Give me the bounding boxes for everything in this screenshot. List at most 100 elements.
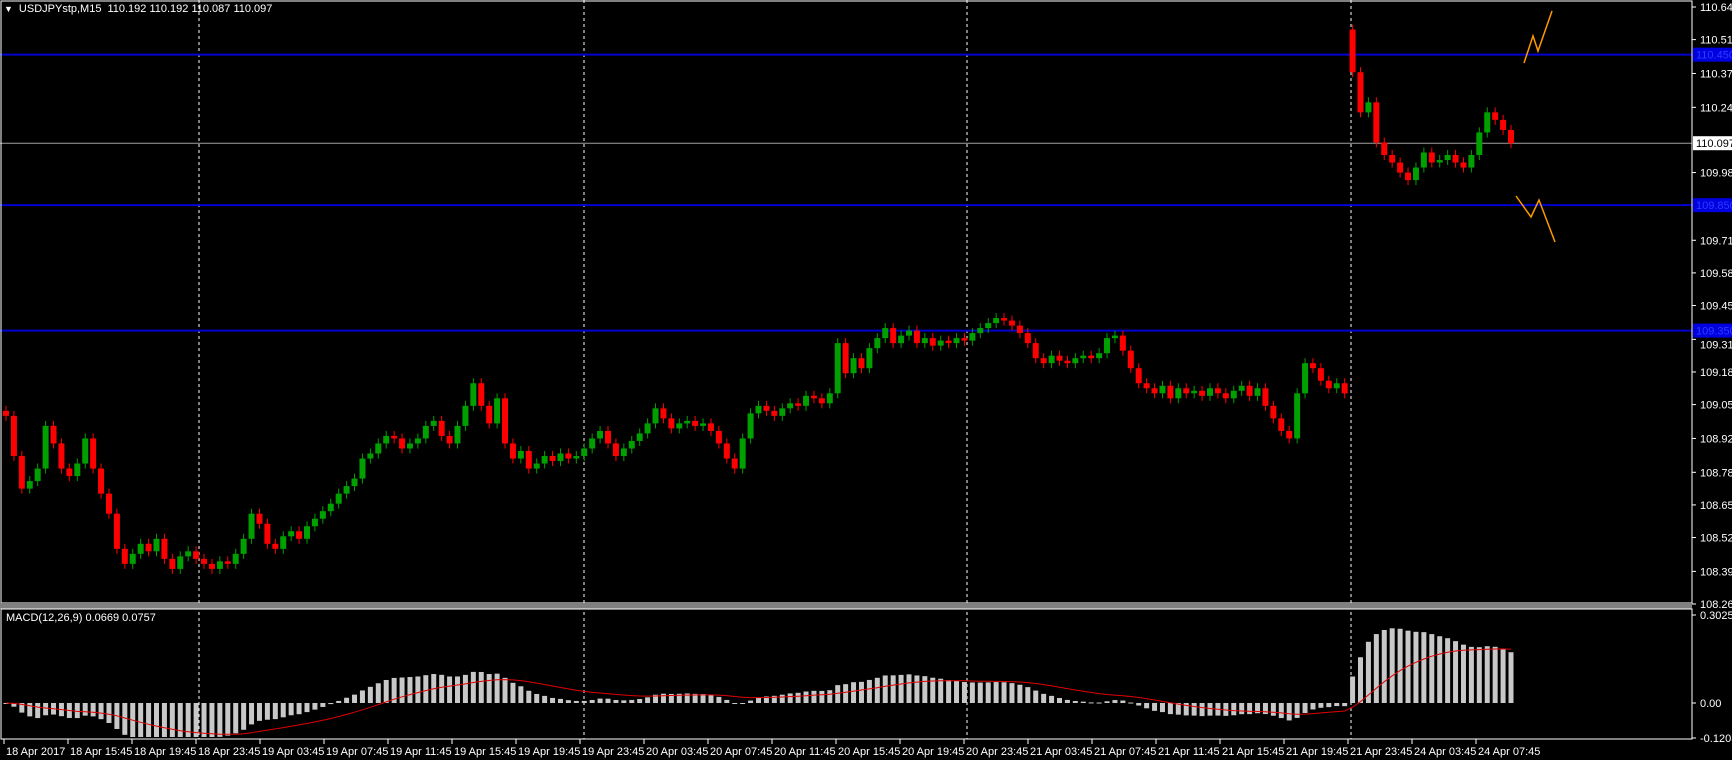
- time-tick-label: 19 Apr 11:45: [390, 746, 452, 758]
- macd-histogram-bar: [1429, 634, 1435, 703]
- time-axis[interactable]: 18 Apr 2017 18 Apr 15:45 18 Apr 19:45 18 Ap…: [3, 739, 1540, 758]
- time-tick-label: 21 Apr 07:45: [1094, 746, 1156, 758]
- macd-histogram-bar: [74, 703, 80, 719]
- candle-body: [1191, 390, 1198, 394]
- candle-body: [1254, 388, 1261, 396]
- macd-histogram-bar: [328, 703, 334, 705]
- candle-body: [779, 408, 786, 416]
- candle-body: [1167, 385, 1174, 399]
- macd-histogram-bar: [1365, 641, 1371, 703]
- zigzag-up-drawing[interactable]: [1523, 10, 1553, 64]
- price-tick-label: 109.580: [1700, 268, 1732, 280]
- level-price-badge: [1693, 47, 1732, 62]
- macd-histogram-bar: [375, 683, 381, 703]
- candle-body: [818, 398, 825, 404]
- time-tick-label: 21 Apr 19:45: [1286, 746, 1348, 758]
- price-axis[interactable]: 110.640 110.510 110.375 110.240 109.980 109.7…: [1692, 2, 1732, 611]
- panel-separator[interactable]: [0, 603, 1692, 609]
- candle-body: [1214, 388, 1221, 394]
- candle-body: [74, 463, 81, 477]
- candle-body: [676, 423, 683, 429]
- macd-tick-label: 0.00: [1700, 698, 1721, 710]
- macd-histogram-bar: [676, 693, 682, 703]
- candle-body: [628, 440, 635, 449]
- candle-body: [763, 405, 770, 411]
- candle-body: [1294, 393, 1301, 439]
- candle-body: [605, 430, 611, 444]
- macd-histogram-bar: [787, 693, 793, 703]
- macd-histogram-bar: [288, 703, 294, 716]
- candle-body: [319, 511, 326, 519]
- macd-histogram-bar: [890, 675, 896, 703]
- macd-histogram-bar: [1064, 699, 1070, 703]
- candle-body: [961, 338, 968, 341]
- macd-histogram-bar: [1247, 703, 1253, 715]
- macd-histogram-bar: [692, 693, 698, 703]
- candle-body: [224, 561, 231, 564]
- candle-body: [525, 450, 532, 469]
- macd-histogram-bar: [1144, 703, 1150, 709]
- time-tick-label: 19 Apr 03:45: [262, 746, 324, 758]
- macd-histogram-bar: [1041, 693, 1047, 703]
- candle-body: [327, 503, 334, 512]
- level-price-label: 109.350: [1696, 326, 1732, 338]
- candle-body: [1468, 154, 1475, 168]
- macd-histogram-bar: [502, 677, 508, 703]
- candle-body: [185, 551, 192, 557]
- horizontal-levels[interactable]: [0, 53, 1692, 332]
- triangle-down-icon[interactable]: ▼: [4, 4, 13, 14]
- candle-body: [193, 551, 200, 559]
- macd-histogram-bar: [241, 703, 247, 730]
- candle-body: [1207, 388, 1213, 396]
- candle-body: [406, 443, 413, 449]
- zigzag-down-drawing[interactable]: [1515, 195, 1556, 243]
- candle-body: [486, 405, 493, 424]
- candle-body: [1199, 390, 1206, 396]
- level-price-label: 110.450: [1696, 50, 1732, 62]
- candle-body: [1088, 355, 1095, 359]
- candle-body: [10, 415, 17, 457]
- macd-histogram-bar: [296, 703, 302, 715]
- candle-body: [82, 438, 89, 464]
- macd-histogram-bar: [740, 703, 746, 704]
- macd-histogram-bar: [138, 703, 144, 737]
- macd-histogram-bar: [518, 686, 524, 703]
- candle-body: [1357, 72, 1364, 113]
- candle-body: [541, 456, 548, 464]
- macd-histogram-bar: [1088, 702, 1094, 704]
- macd-histogram-bar: [1231, 703, 1237, 716]
- macd-histogram-bar: [415, 676, 421, 703]
- macd-histogram-bar: [1049, 695, 1055, 703]
- candle-body: [795, 403, 802, 406]
- time-tick-label: 21 Apr 11:45: [1158, 746, 1220, 758]
- candle-body: [597, 430, 604, 439]
- macd-histogram-bar: [621, 700, 627, 703]
- macd-histogram-bar: [898, 674, 904, 703]
- candle-body: [937, 340, 944, 346]
- macd-histogram-bar: [550, 697, 556, 703]
- candle-body: [462, 405, 469, 426]
- macd-histogram-bar: [1476, 647, 1482, 703]
- chart-frame: [0, 0, 1693, 740]
- candle-body: [787, 403, 794, 409]
- candle-body: [755, 405, 762, 414]
- time-tick-label: 20 Apr 11:45: [774, 746, 836, 758]
- candle-body: [842, 343, 849, 374]
- macd-histogram-bar: [510, 682, 516, 703]
- macd-signal-line: [5, 648, 1512, 735]
- candle-body: [929, 338, 936, 346]
- candle-body: [232, 553, 239, 564]
- candle-body: [42, 425, 49, 469]
- macd-histogram-bar: [557, 698, 563, 703]
- candle-body: [898, 335, 905, 344]
- macd-histogram-bar: [1080, 701, 1086, 703]
- macd-histogram-bar: [1468, 646, 1474, 703]
- price-tick-label: 108.655: [1700, 500, 1732, 512]
- candle-body: [620, 448, 627, 457]
- macd-histogram-bar: [1508, 652, 1514, 703]
- candle-body: [1064, 360, 1071, 364]
- macd-histogram-bar: [217, 703, 223, 737]
- macd-indicator: [3, 628, 1514, 737]
- macd-histogram-bar: [565, 700, 571, 703]
